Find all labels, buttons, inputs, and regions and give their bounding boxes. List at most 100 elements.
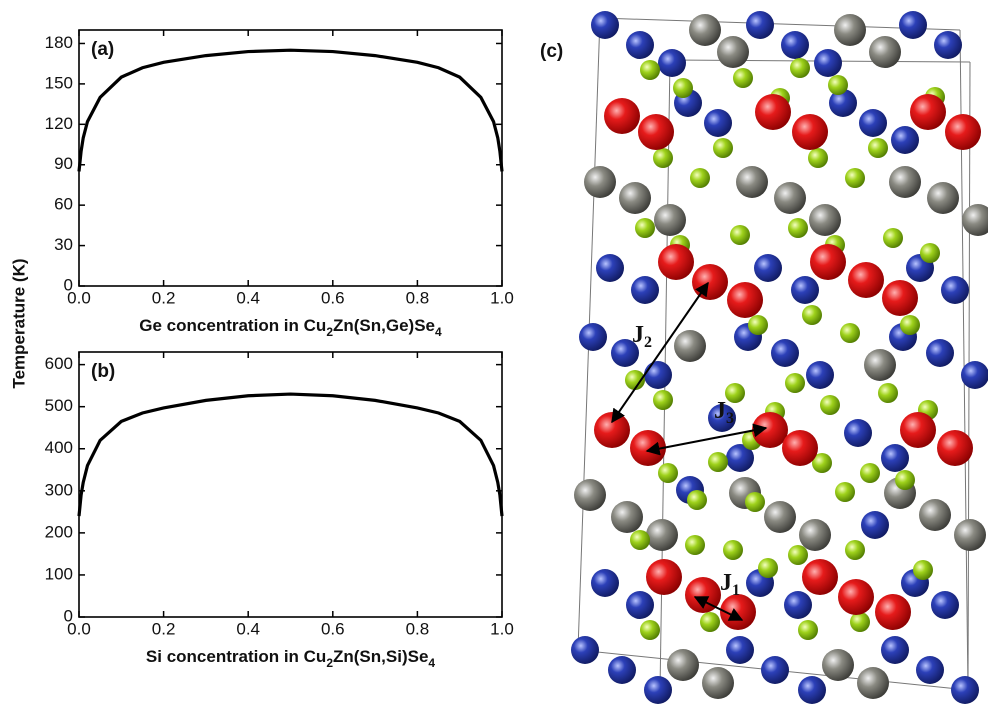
atom [951, 676, 979, 704]
atom [931, 591, 959, 619]
atom [814, 49, 842, 77]
atom [673, 78, 693, 98]
atom [571, 636, 599, 664]
y-tick-label: 400 [45, 438, 73, 457]
atom [708, 452, 728, 472]
atom [631, 276, 659, 304]
atom [771, 339, 799, 367]
atom [658, 244, 694, 280]
atom [829, 89, 857, 117]
atom [685, 535, 705, 555]
atom [608, 656, 636, 684]
atom [799, 519, 831, 551]
atom [640, 60, 660, 80]
coupling-arrow [611, 281, 709, 424]
atom [920, 243, 940, 263]
atom [646, 519, 678, 551]
atom [881, 444, 909, 472]
atom [754, 254, 782, 282]
x-tick-label: 0.0 [67, 288, 91, 307]
atom [962, 204, 988, 236]
atom [619, 182, 651, 214]
atom [725, 383, 745, 403]
coupling-symbol: J [632, 322, 644, 348]
x-tick-label: 1.0 [490, 288, 514, 307]
atom [646, 559, 682, 595]
atom [844, 419, 872, 447]
atom [717, 36, 749, 68]
atom [916, 656, 944, 684]
atom [640, 620, 660, 640]
atom [579, 323, 607, 351]
atom [596, 254, 624, 282]
y-tick-label: 300 [45, 480, 73, 499]
atom [689, 14, 721, 46]
atom [745, 492, 765, 512]
data-line [77, 48, 504, 172]
atom [630, 530, 650, 550]
coupling-label: J2 [632, 322, 652, 351]
atom [812, 453, 832, 473]
atom [926, 339, 954, 367]
atom [954, 519, 986, 551]
atom [690, 168, 710, 188]
atom [784, 591, 812, 619]
atom [845, 168, 865, 188]
atom [848, 262, 884, 298]
atom [883, 228, 903, 248]
atom [808, 148, 828, 168]
atom [791, 276, 819, 304]
atom [727, 282, 763, 318]
y-tick-label: 180 [45, 33, 73, 52]
atom [859, 109, 887, 137]
y-tick-label: 200 [45, 522, 73, 541]
atom [881, 636, 909, 664]
x-axis-label-part: 4 [435, 325, 442, 339]
x-tick-label: 0.8 [406, 288, 430, 307]
atom [840, 323, 860, 343]
atom [806, 361, 834, 389]
atom [895, 470, 915, 490]
coupling-arrow [645, 423, 768, 456]
atom [758, 558, 778, 578]
atom [919, 499, 951, 531]
atom [850, 612, 870, 632]
atom [882, 280, 918, 316]
atom [937, 430, 973, 466]
atom [755, 94, 791, 130]
atom [674, 330, 706, 362]
y-tick-label: 30 [54, 235, 73, 254]
atom [802, 559, 838, 595]
atom [704, 109, 732, 137]
atom [798, 620, 818, 640]
y-tick-label: 150 [45, 73, 73, 92]
atom [809, 204, 841, 236]
atom [700, 612, 720, 632]
atom [591, 569, 619, 597]
atom [899, 11, 927, 39]
atom [687, 490, 707, 510]
coupling-index: 3 [726, 410, 734, 427]
atom [638, 114, 674, 150]
atom [730, 225, 750, 245]
atom [945, 114, 981, 150]
atom [692, 264, 728, 300]
atom [802, 305, 822, 325]
atom [900, 315, 920, 335]
panel-label: (b) [91, 361, 115, 382]
atom [713, 138, 733, 158]
atom [644, 361, 672, 389]
atom [761, 656, 789, 684]
atom [941, 276, 969, 304]
x-tick-label: 0.2 [152, 288, 176, 307]
atom [961, 361, 988, 389]
atom [604, 98, 640, 134]
atom [845, 540, 865, 560]
atom [860, 463, 880, 483]
panel-label: (c) [540, 41, 563, 62]
atom [838, 579, 874, 615]
coupling-symbol: J [714, 398, 726, 424]
atom [736, 166, 768, 198]
y-tick-label: 500 [45, 396, 73, 415]
